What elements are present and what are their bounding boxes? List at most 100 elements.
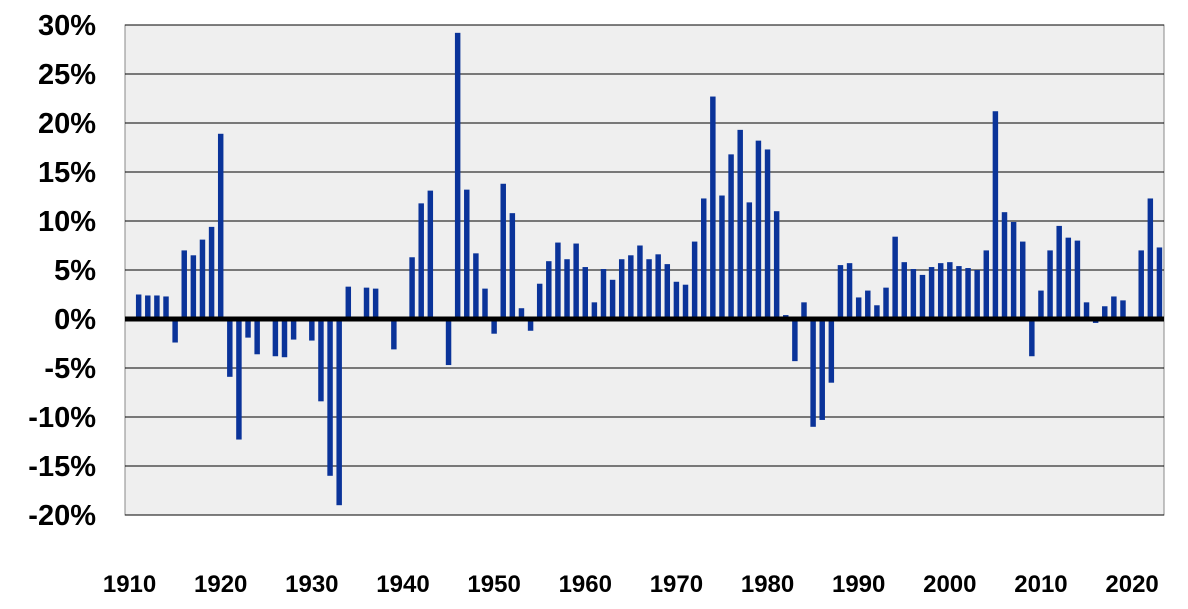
x-tick-label: 1970 xyxy=(650,571,703,598)
bar-1937 xyxy=(372,288,379,319)
bar-1951 xyxy=(500,183,506,319)
y-tick-label: 25% xyxy=(38,59,96,91)
bar-1993 xyxy=(883,287,889,319)
bar-2005 xyxy=(992,111,999,320)
bar-2015 xyxy=(1083,302,1090,319)
y-tick-label: 10% xyxy=(38,206,96,238)
bar-2023 xyxy=(1156,247,1163,319)
x-tick-label: 1940 xyxy=(376,571,429,598)
bar-1984 xyxy=(801,302,807,319)
bar-1939 xyxy=(391,319,397,350)
bar-1989 xyxy=(846,263,853,319)
bar-2013 xyxy=(1065,237,1072,319)
bar-1956 xyxy=(546,261,552,319)
bar-1922 xyxy=(236,319,242,440)
bar-1995 xyxy=(901,262,907,319)
bar-2021 xyxy=(1138,250,1144,319)
bar-1996 xyxy=(910,269,917,319)
y-tick-label: 0% xyxy=(54,304,96,336)
bar-1911 xyxy=(135,294,142,319)
bar-1983 xyxy=(792,319,798,362)
bar-1916 xyxy=(181,250,187,319)
bar-1978 xyxy=(746,202,753,319)
bar-1913 xyxy=(154,295,160,319)
bar-2022 xyxy=(1147,198,1154,319)
bar-1921 xyxy=(227,319,233,377)
bar-1970 xyxy=(673,281,680,319)
bar-1919 xyxy=(208,226,215,319)
x-tick-label: 2010 xyxy=(1014,571,1067,598)
bar-1994 xyxy=(892,236,898,319)
y-tick-label: 15% xyxy=(38,157,96,189)
bar-1972 xyxy=(691,241,698,319)
bar-1945 xyxy=(445,319,452,366)
x-tick-label: 1920 xyxy=(194,571,247,598)
bar-1967 xyxy=(646,259,652,319)
bar-2001 xyxy=(956,266,962,319)
bar-1977 xyxy=(737,129,743,319)
bar-1957 xyxy=(555,242,561,319)
y-tick-label: 5% xyxy=(54,255,96,287)
bars xyxy=(135,32,1163,506)
bar-1955 xyxy=(536,283,543,319)
bar-1992 xyxy=(874,305,880,319)
gridlines xyxy=(125,24,1164,516)
bar-1928 xyxy=(290,319,297,340)
bar-1961 xyxy=(591,302,598,319)
bar-1962 xyxy=(600,269,607,319)
bar-1981 xyxy=(773,211,780,319)
bar-1934 xyxy=(345,286,352,319)
bar-1988 xyxy=(837,265,844,319)
x-tick-label: 2000 xyxy=(923,571,976,598)
bar-1997 xyxy=(919,274,926,319)
bar-2014 xyxy=(1074,240,1081,319)
bar-1914 xyxy=(163,296,169,319)
bar-2011 xyxy=(1047,250,1053,319)
bar-1941 xyxy=(409,257,415,319)
bar-1985 xyxy=(810,319,816,427)
bar-1987 xyxy=(828,319,835,383)
bar-1990 xyxy=(855,297,862,319)
bar-1923 xyxy=(245,319,251,338)
bar-1980 xyxy=(764,149,771,319)
bar-1947 xyxy=(464,189,470,319)
bar-1960 xyxy=(582,267,588,319)
bar-1965 xyxy=(628,255,634,319)
bar-2010 xyxy=(1038,290,1044,319)
y-axis: 30% 25% 20% 15% 10% 5% 0% -5% -10% -15% -20% xyxy=(28,10,96,532)
bar-1930 xyxy=(309,319,315,341)
bar-2000 xyxy=(947,262,953,319)
bar-1968 xyxy=(655,254,661,319)
bar-1950 xyxy=(491,319,497,334)
bar-2019 xyxy=(1120,300,1126,319)
bar-2008 xyxy=(1019,241,1026,319)
bar-2003 xyxy=(974,270,980,319)
x-tick-label: 1930 xyxy=(285,571,338,598)
y-tick-label: -20% xyxy=(28,500,96,532)
bar-1999 xyxy=(937,263,944,319)
bar-1926 xyxy=(272,319,279,357)
bar-1964 xyxy=(618,259,625,319)
bar-1991 xyxy=(865,290,871,319)
bar-1975 xyxy=(719,195,725,319)
bar-1969 xyxy=(664,264,671,319)
bar-1958 xyxy=(564,259,570,319)
x-tick-label: 1980 xyxy=(741,571,794,598)
bar-1942 xyxy=(418,203,424,319)
bar-1976 xyxy=(728,154,734,319)
bar-2018 xyxy=(1111,296,1117,319)
bar-1963 xyxy=(609,279,616,319)
bar-1954 xyxy=(527,319,534,331)
y-tick-label: -15% xyxy=(28,451,96,483)
bar-1986 xyxy=(819,319,825,420)
bar-1927 xyxy=(281,319,288,358)
y-tick-label: -10% xyxy=(28,402,96,434)
bar-2006 xyxy=(1001,212,1008,319)
y-tick-label: -5% xyxy=(44,353,96,385)
bar-1933 xyxy=(336,319,342,506)
bar-1949 xyxy=(482,288,488,319)
bar-1943 xyxy=(427,190,434,319)
y-tick-label: 30% xyxy=(38,10,96,42)
